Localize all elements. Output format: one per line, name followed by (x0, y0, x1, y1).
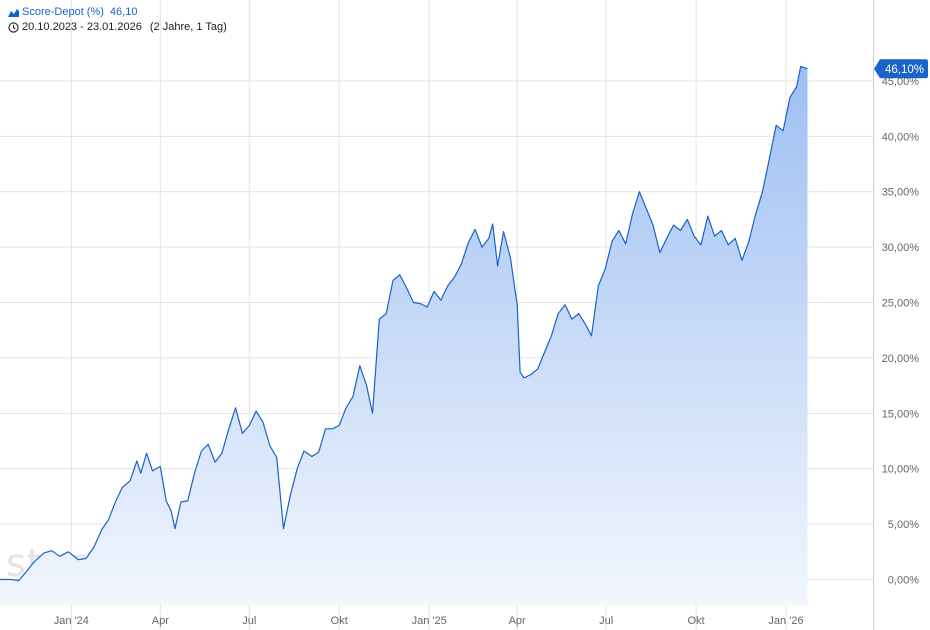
series-area-fill (0, 66, 808, 605)
last-value-badge: 46,10% (874, 59, 928, 79)
y-tick-label: 15,00% (882, 408, 920, 420)
date-range-row: 20.10.2023 - 23.01.2026 (2 Jahre, 1 Tag) (8, 20, 227, 35)
x-tick-label: Apr (509, 615, 526, 627)
y-tick-label: 20,00% (882, 353, 920, 365)
series-name: Score-Depot (%) (22, 6, 104, 18)
series-last-value: 46,10 (109, 6, 138, 18)
x-tick-label: Jul (599, 615, 613, 627)
x-tick-label: Apr (152, 615, 169, 627)
x-axis: Jan '24 Apr Jul Okt Jan '25 Apr Jul Okt Jan '26 (54, 615, 804, 627)
x-tick-label: Okt (331, 615, 348, 627)
x-tick-label: Jan '25 (412, 615, 447, 627)
x-tick-label: Okt (687, 615, 704, 627)
date-span: (2 Jahre, 1 Tag) (149, 21, 227, 33)
y-tick-label: 40,00% (882, 131, 920, 143)
x-tick-label: Jan '26 (768, 615, 803, 627)
series-legend-entry[interactable]: Score-Depot (%) 46,10 (8, 5, 227, 20)
clock-icon (8, 22, 19, 33)
y-axis: 0,00% 5,00% 10,00% 15,00% 20,00% 25,00% 30,00%… (882, 76, 920, 587)
y-tick-label: 0,00% (888, 575, 919, 587)
last-value-badge-label: 46,10% (885, 64, 924, 76)
y-tick-label: 45,00% (882, 76, 920, 88)
chart-legend: Score-Depot (%) 46,10 20.10.2023 - 23.01… (8, 5, 227, 35)
y-tick-label: 5,00% (888, 519, 919, 531)
date-range: 20.10.2023 - 23.01.2026 (22, 21, 142, 33)
last-value-badge-shape (874, 59, 928, 79)
series-line[interactable] (0, 65, 808, 582)
y-tick-label: 25,00% (882, 298, 920, 310)
x-tick-label: Jul (242, 615, 256, 627)
y-tick-label: 30,00% (882, 242, 920, 254)
y-tick-label: 10,00% (882, 464, 920, 476)
y-tick-label: 35,00% (882, 187, 920, 199)
x-tick-label: Jan '24 (54, 615, 89, 627)
area-chart-icon (8, 9, 19, 17)
